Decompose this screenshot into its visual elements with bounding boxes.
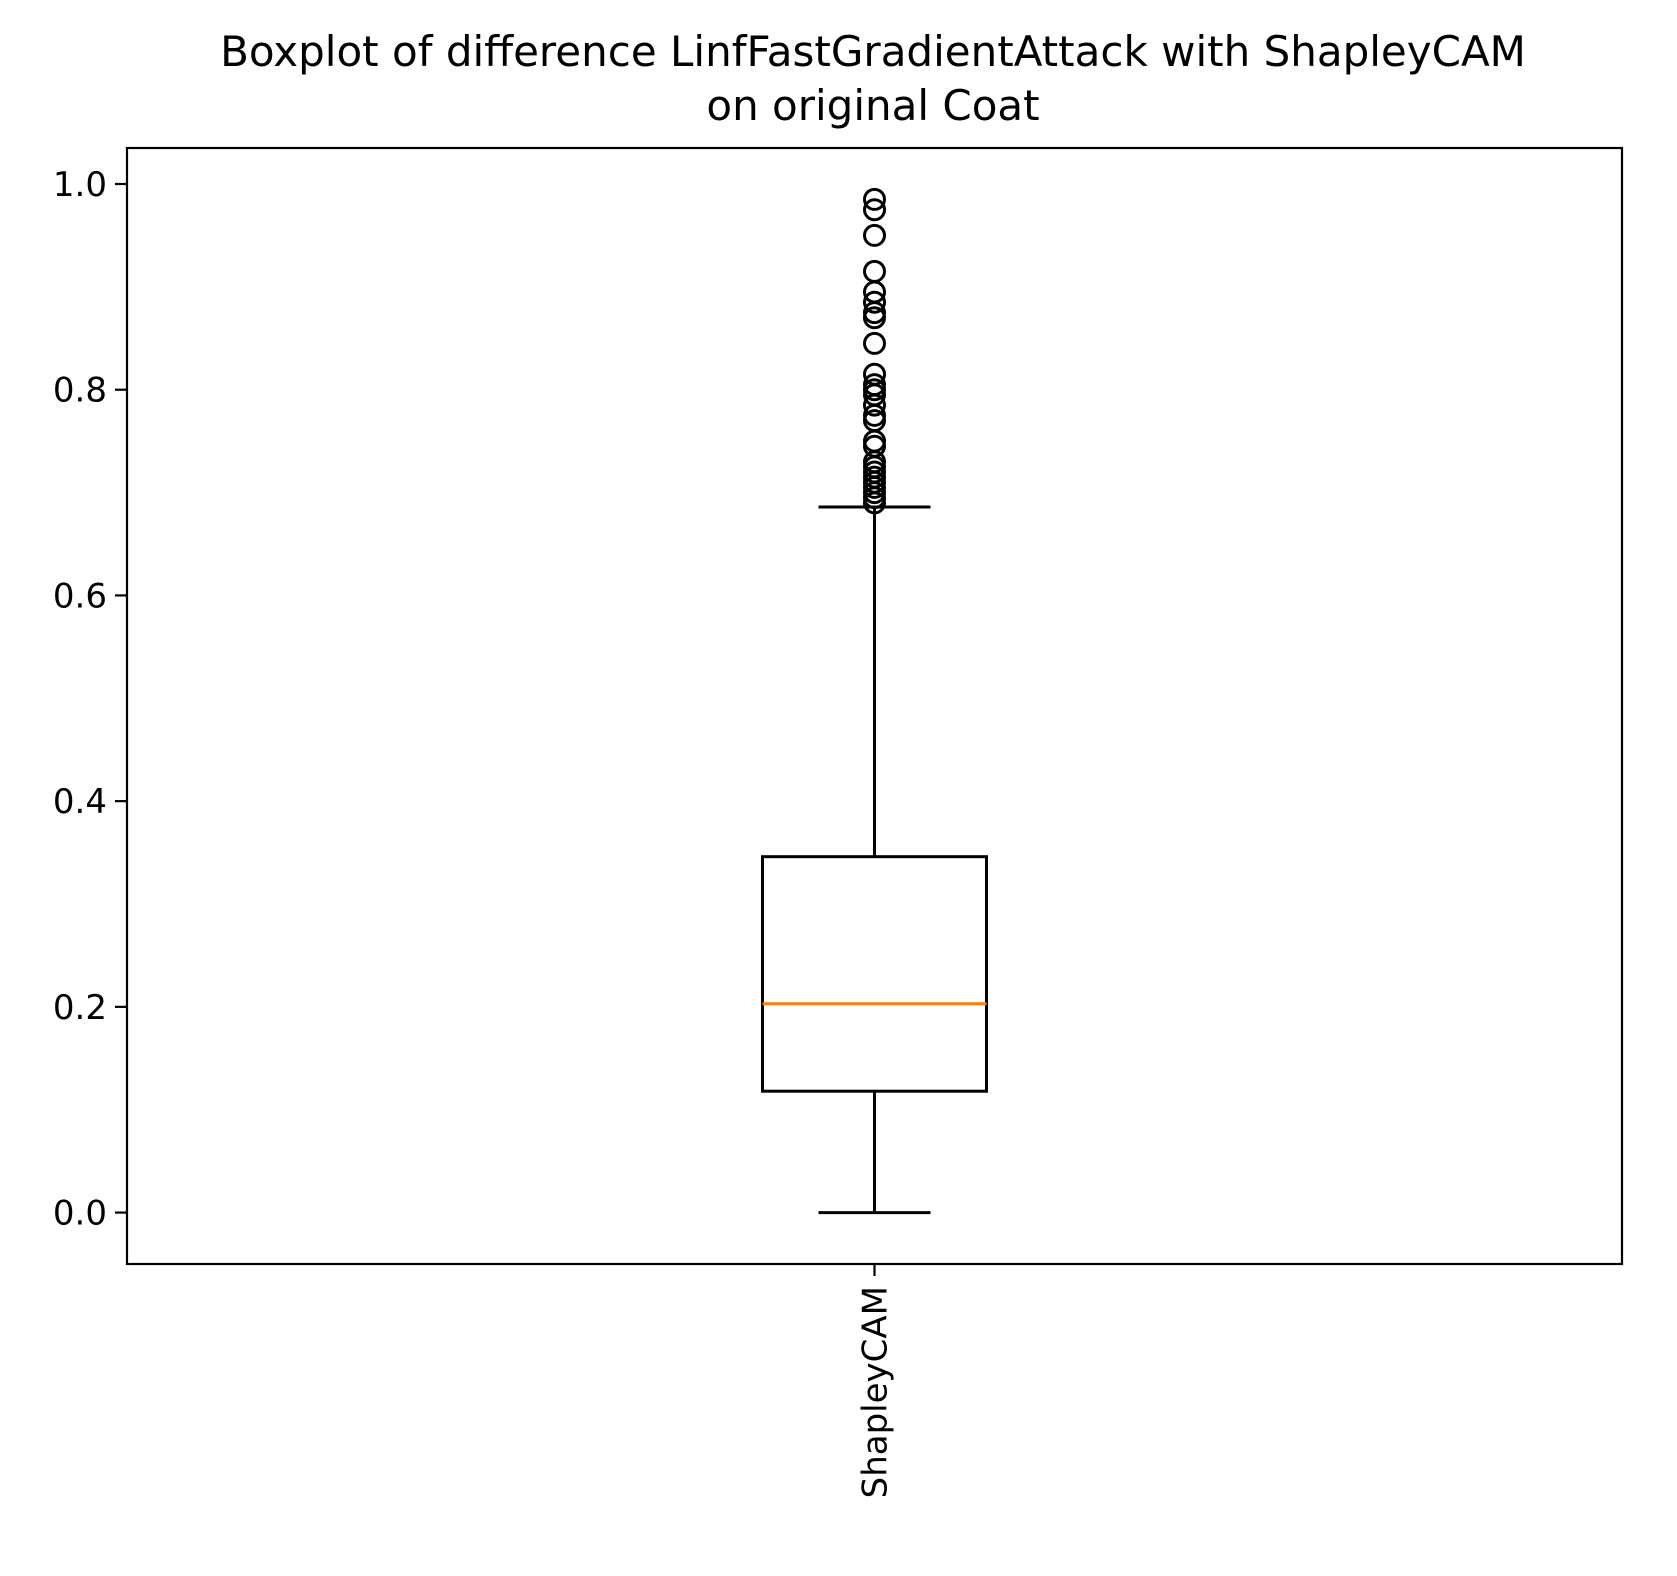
- y-tick-label: 0.4: [53, 782, 107, 822]
- outlier-point: [863, 198, 886, 222]
- outlier-point: [863, 259, 886, 283]
- y-tick-label: 0.8: [53, 371, 107, 411]
- y-tick-label: 1.0: [53, 165, 107, 205]
- x-tick-label: ShapleyCAM: [856, 1286, 896, 1498]
- y-tick-label: 0.2: [53, 988, 107, 1028]
- outlier-point: [863, 290, 886, 314]
- y-tick-label: 0.6: [53, 576, 107, 616]
- chart-title-line-2: on original Coat: [706, 81, 1039, 130]
- outlier-point: [863, 187, 886, 211]
- chart-title-line-1: Boxplot of difference LinfFastGradientAt…: [220, 27, 1526, 76]
- outlier-point: [863, 373, 886, 397]
- y-tick-label: 0.0: [53, 1194, 107, 1234]
- outlier-point: [863, 362, 886, 386]
- outlier-point: [863, 223, 886, 247]
- plot-area-frame: [125, 146, 1624, 1266]
- x-axis-ticks: ShapleyCAM: [856, 1264, 896, 1498]
- outlier-point: [863, 331, 886, 355]
- interquartile-box: [761, 855, 988, 1093]
- y-axis-ticks: 0.0 0.2 0.4 0.6 0.8 1.0: [53, 165, 127, 1234]
- box-series: [761, 187, 988, 1215]
